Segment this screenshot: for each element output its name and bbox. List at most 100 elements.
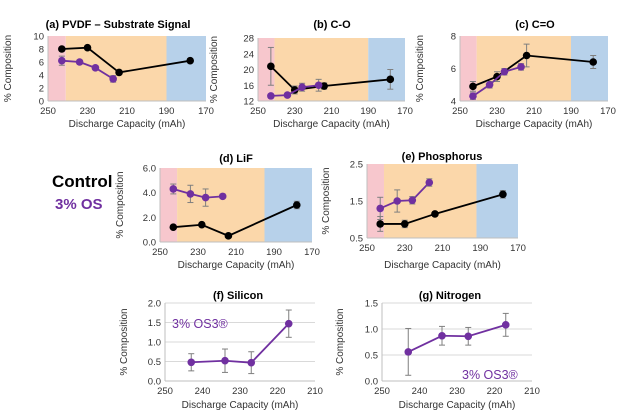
panel-pvdf: 0 2 4 6 8 10 250 230 210 190 170 (a) PVDF – Substra… [3, 19, 214, 130]
x-tick-label: 250 [152, 247, 168, 258]
data-point-os [267, 92, 275, 100]
x-tick-label: 210 [324, 106, 340, 117]
y-tick-label: 1.5 [148, 318, 161, 329]
band-blue [368, 38, 405, 101]
data-point-control [431, 210, 439, 218]
y-axis-label: % Composition [119, 308, 130, 375]
data-point-os [500, 67, 509, 76]
x-tick-label: 220 [270, 386, 286, 397]
data-point-os [91, 64, 100, 72]
data-point-control [400, 220, 409, 228]
y-axis-label: % Composition [335, 308, 346, 375]
panel-title: (e) Phosphorus [402, 151, 483, 163]
x-tick-label: 190 [563, 106, 579, 117]
y-axis-label: % Composition [321, 167, 332, 234]
data-point-control [169, 223, 178, 231]
series-line-os [472, 66, 522, 97]
y-tick-label: 28 [243, 34, 254, 45]
y-tick-label: 4 [451, 97, 456, 108]
panel-title: (g) Nitrogen [419, 290, 482, 302]
y-axis-label: % Composition [415, 35, 426, 102]
panel-nitrogen: 0.0 0.5 1.0 1.5 250 240 230 220 210 (g) Nitrogen D… [335, 290, 540, 411]
y-tick-label: 6 [39, 58, 44, 69]
y-tick-label: 12 [243, 97, 254, 108]
y-axis-label: % Composition [3, 35, 14, 102]
y-tick-label: 8 [451, 32, 456, 43]
data-point-os [221, 356, 229, 365]
series-line-os [61, 59, 114, 80]
data-point-os [169, 185, 178, 193]
x-tick-label: 250 [40, 106, 56, 117]
legend-os-label: 3% OS [55, 196, 103, 213]
panel-co: 12 16 20 24 28 250 230 210 190 170 (b) C-O Discharg… [209, 19, 413, 130]
data-point-os [186, 190, 195, 198]
y-tick-label: 0.0 [148, 377, 161, 388]
x-tick-label: 190 [360, 106, 376, 117]
y-tick-label: 20 [243, 65, 254, 76]
x-tick-label: 210 [307, 386, 323, 397]
x-tick-label: 170 [304, 247, 320, 258]
data-point-os [247, 358, 256, 367]
data-point-control [186, 56, 194, 65]
y-tick-label: 1.0 [365, 325, 378, 336]
y-axis-label: % Composition [209, 36, 220, 103]
y-tick-label: 2.0 [148, 299, 161, 310]
y-tick-label: 0.5 [365, 351, 378, 362]
y-tick-label: 2.0 [143, 213, 156, 224]
y-tick-label: 2.5 [350, 160, 363, 171]
panel-title: (b) C-O [313, 19, 351, 31]
y-tick-label: 0 [39, 97, 44, 108]
x-tick-label: 190 [159, 106, 175, 117]
data-point-control [499, 190, 507, 199]
panel-lif: 0.0 2.0 4.0 6.0 250 230 210 190 170 (d) LiF Discha… [115, 153, 320, 271]
band-blue [476, 164, 518, 238]
panel-title: (f) Silicon [213, 290, 263, 302]
series-line-control [270, 65, 391, 91]
x-axis-label: Discharge Capacity (mAh) [384, 260, 501, 271]
series-line-os [270, 84, 319, 97]
data-point-os [517, 63, 525, 71]
y-tick-label: 0.0 [365, 377, 378, 388]
data-point-control [115, 68, 123, 77]
x-tick-label: 170 [198, 106, 214, 117]
y-tick-label: 0.5 [148, 357, 161, 368]
x-tick-label: 250 [374, 386, 390, 397]
data-point-os [314, 81, 323, 90]
data-point-os [75, 58, 84, 66]
series-line-os [191, 323, 290, 364]
data-point-control [493, 72, 501, 81]
data-point-control [522, 51, 531, 60]
data-point-control [198, 220, 206, 229]
y-tick-label: 6.0 [143, 164, 156, 175]
data-point-os [58, 56, 66, 65]
data-point-os [469, 92, 477, 100]
x-tick-label: 190 [472, 243, 488, 254]
x-tick-label: 210 [526, 106, 542, 117]
series-line-os [407, 323, 507, 353]
x-axis-label: Discharge Capacity (mAh) [273, 119, 390, 130]
data-point-os [501, 321, 510, 329]
y-tick-label: 4.0 [143, 188, 156, 199]
band-blue [264, 168, 312, 242]
x-tick-label: 240 [412, 386, 428, 397]
y-tick-label: 1.0 [148, 338, 161, 349]
y-tick-label: 0.0 [143, 238, 156, 249]
data-point-os [201, 193, 210, 202]
y-tick-label: 4 [39, 71, 44, 82]
series-line-os [173, 188, 223, 199]
band-blue [166, 36, 206, 101]
x-tick-label: 250 [452, 106, 468, 117]
x-tick-label: 210 [119, 106, 135, 117]
data-point-control [376, 220, 385, 228]
data-point-os [464, 332, 473, 341]
x-tick-label: 230 [80, 106, 96, 117]
x-tick-label: 210 [524, 386, 540, 397]
data-point-os [404, 348, 413, 356]
data-point-os [298, 83, 306, 92]
data-point-os [109, 75, 117, 83]
data-point-os [438, 331, 446, 340]
panel-silicon: 0.0 0.5 1.0 1.5 2.0 250 240 230 220 210 (f) Silico… [119, 290, 323, 411]
band-orange [65, 36, 167, 101]
data-point-os [408, 196, 417, 205]
data-point-control [386, 75, 395, 84]
